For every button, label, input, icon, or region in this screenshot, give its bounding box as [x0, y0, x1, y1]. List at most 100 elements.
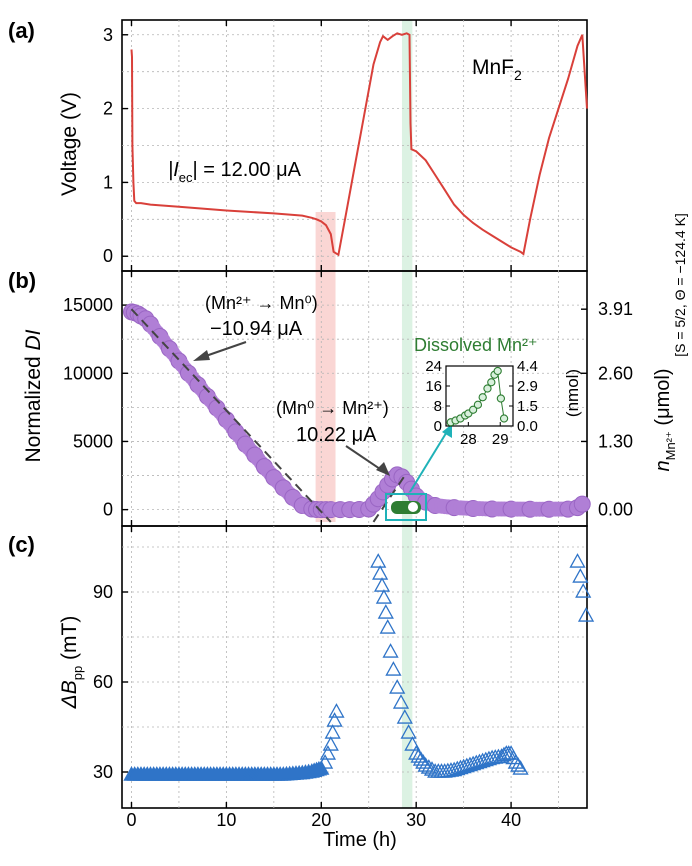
arrow-oxidation — [345, 445, 384, 472]
panel-a-ylabel: Voltage (V) — [58, 92, 81, 196]
dbpp-point — [471, 753, 488, 769]
y-tick-label: 3 — [103, 25, 113, 45]
y-tick-label: 0 — [103, 246, 113, 266]
y-tick-label: 1.30 — [598, 431, 633, 451]
x-tick-label: 10 — [216, 810, 236, 830]
fit-line-reduction — [130, 308, 332, 523]
inset-point — [493, 366, 502, 376]
dbpp-point — [385, 661, 402, 676]
inset-xtick-label: 28 — [460, 431, 477, 448]
dbpp-point — [461, 756, 479, 772]
y-tick-label: 0 — [103, 500, 113, 520]
dbpp-point — [572, 568, 589, 583]
inset-ticks: 0 8 16 24 0.0 1.5 2.9 4.4 28 29 — [425, 358, 538, 448]
panel-label-a: (a) — [8, 18, 35, 43]
dbpp-point — [452, 759, 469, 775]
x-tick-label: 30 — [406, 810, 426, 830]
dbpp-point — [373, 577, 391, 592]
dbpp-point — [468, 754, 485, 770]
y-tick-label: 0.00 — [598, 500, 633, 520]
annotation-reduction-current: −10.94 μA — [210, 318, 303, 340]
dbpp-point — [512, 760, 529, 775]
x-tick-label: 40 — [501, 810, 521, 830]
inset-ytick-label: 24 — [425, 358, 442, 375]
dbpp-point — [404, 736, 421, 751]
axis-ticks — [122, 20, 587, 808]
inset-series — [446, 366, 509, 427]
dbpp-point — [372, 565, 389, 580]
x-tick-label: 20 — [311, 810, 331, 830]
dbpp-point — [575, 583, 592, 598]
dbpp-point — [375, 589, 393, 604]
dbpp-point — [379, 619, 396, 634]
dbpp-point — [577, 607, 595, 622]
inset-source-box — [385, 493, 427, 521]
annotation-oxidation-current: 10.22 μA — [296, 424, 377, 446]
panel-b-ytick-labels-left: 0 5000 10000 15000 — [63, 295, 113, 520]
dbpp-point — [326, 712, 343, 727]
dissolved-marker-end — [408, 502, 418, 512]
y-tick-label: 15000 — [63, 295, 113, 315]
dbpp-point — [569, 553, 586, 568]
dbpp-point — [449, 760, 466, 776]
y-tick-label: 5000 — [73, 431, 113, 451]
arrow-oxidation-head — [376, 462, 390, 476]
dbpp-point — [480, 750, 498, 766]
dbpp-point — [377, 604, 394, 619]
inset-arrow-head — [442, 424, 452, 438]
inset-point — [487, 378, 496, 387]
panel-a-ytick-labels: 0 1 2 3 — [103, 25, 113, 266]
dbpp-point — [382, 643, 399, 658]
y-tick-label: 90 — [93, 582, 113, 602]
dbpp-point — [319, 745, 337, 760]
current-annotation: |Iec| = 12.00 μA — [168, 159, 302, 185]
y-tick-label: 10000 — [63, 363, 113, 383]
y-tick-label: 2 — [103, 99, 113, 119]
y-tick-label: 1 — [103, 172, 113, 192]
panel-a-title: MnF2 — [472, 56, 522, 83]
dbpp-point — [417, 757, 434, 772]
inset-ytick-label-right: 1.5 — [517, 398, 538, 415]
panel-c-ylabel: ΔBpp (mT) — [58, 616, 85, 710]
shade-green — [401, 20, 413, 808]
dbpp-point — [328, 703, 345, 718]
y-tick-label: 3.91 — [598, 299, 633, 319]
dbpp-series — [123, 553, 595, 781]
panel-b-ylabel-right-condition: [S = 5/2, Θ = −124.4 K] — [672, 213, 688, 357]
fit-line-oxidation — [372, 473, 407, 523]
inset-point — [496, 394, 506, 403]
dbpp-point — [493, 748, 510, 763]
dbpp-point — [324, 724, 341, 739]
inset-ytick-label: 0 — [434, 418, 442, 435]
dbpp-point — [477, 751, 494, 767]
x-axis-label: Time (h) — [323, 829, 397, 851]
di-series — [122, 303, 591, 519]
dbpp-point — [370, 553, 387, 568]
inset-ytick-label-right: 0.0 — [517, 418, 538, 435]
inset-point — [499, 414, 509, 423]
inset-ytick-label-right: 2.9 — [517, 378, 538, 395]
inset-xtick-label: 29 — [492, 431, 509, 448]
inset-ytick-label: 16 — [425, 378, 442, 395]
y-tick-label: 30 — [93, 762, 113, 782]
inset-title: Dissolved Mn²⁺ — [414, 335, 538, 355]
dbpp-point — [322, 736, 339, 751]
inset-ylabel-right: (nmol) — [563, 369, 582, 417]
dbpp-point — [446, 761, 463, 777]
panel-c-ytick-labels: 30 60 90 — [93, 582, 113, 782]
voltage-series-line — [130, 32, 588, 257]
dbpp-point — [455, 758, 472, 774]
dbpp-point — [474, 752, 491, 768]
x-tick-label: 0 — [126, 810, 136, 830]
inset-point — [468, 405, 478, 414]
dbpp-point — [389, 679, 406, 694]
panel-label-c: (c) — [8, 532, 35, 557]
annotation-oxidation-reaction: (Mn⁰ → Mn²⁺) — [276, 398, 389, 418]
y-tick-label: 2.60 — [598, 363, 633, 383]
dbpp-point — [392, 694, 410, 709]
panel-label-b: (b) — [8, 268, 36, 293]
dbpp-point — [316, 754, 334, 769]
annotation-reduction-reaction: (Mn²⁺ → Mn⁰) — [205, 293, 318, 313]
dbpp-point — [465, 755, 482, 771]
